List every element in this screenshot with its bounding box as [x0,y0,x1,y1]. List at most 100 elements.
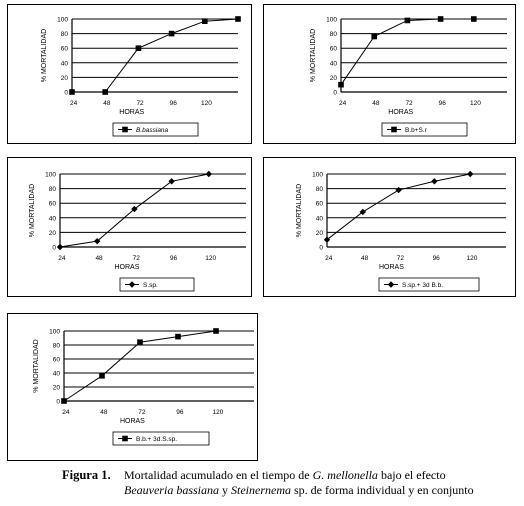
y-axis-label: % MORTALIDAD [41,29,48,82]
y-tick-label: 40 [53,371,61,378]
x-tick-label: 48 [95,255,103,262]
y-tick-label: 100 [312,172,323,179]
x-tick-label: 48 [100,409,108,416]
x-tick-label: 24 [70,100,78,107]
x-tick-label: 24 [325,255,333,262]
chart-3: 0 20 40 60 80 100 24 48 72 96 120 HORAS % MORTALIDAD… [29,170,246,292]
x-tick-label: 72 [136,100,144,107]
y-tick-label: 80 [330,31,338,38]
y-tick-label: 80 [61,31,69,38]
series-line [72,18,239,93]
legend-label: S.sp.+ 3d B.b. [402,282,443,289]
legend-marker [122,435,128,442]
series-line [326,173,471,241]
y-axis-label: % MORTALIDAD [33,339,40,392]
legend-box [112,431,210,446]
chart-5: 0 20 40 60 80 100 24 48 72 96 120 HORAS % MORTALIDAD… [33,328,254,446]
x-tick-label: 72 [397,255,405,262]
y-tick-label: 20 [61,75,69,82]
legend-box [381,122,468,137]
x-tick-label: 120 [201,100,212,107]
data-point [338,81,344,88]
x-tick-label: 120 [205,255,216,262]
x-tick-label: 24 [62,409,70,416]
y-tick-label: 20 [316,230,324,237]
data-point [323,236,331,243]
data-point [102,89,108,95]
legend-box [378,277,480,292]
y-tick-label: 40 [330,60,338,67]
data-point [94,237,101,245]
legend-box [112,122,199,137]
x-tick-label: 120 [470,100,481,107]
caption-line-2: Beauveria bassiana y Steinernema sp. de … [124,483,504,498]
x-tick-label: 48 [103,100,111,107]
data-point [69,89,75,95]
data-point [404,17,411,24]
y-tick-label: 100 [49,329,60,336]
x-axis-label: HORAS [120,418,145,425]
y-tick-label: 40 [49,215,57,222]
y-tick-label: 0 [333,90,337,97]
legend-label: S.sp. [143,282,158,289]
legend-box [119,277,195,292]
data-point [168,30,175,37]
chart-panel-2: 0 20 40 60 80 100 24 48 72 96 120 HORAS % MORTALIDAD… [263,4,516,144]
y-tick-label: 60 [330,46,338,53]
y-tick-label: 100 [326,17,337,24]
data-point [395,186,402,194]
y-axis-label: % MORTALIDAD [29,184,36,237]
y-tick-label: 60 [61,46,69,53]
data-point [56,243,64,251]
data-point [371,33,377,40]
y-tick-label: 80 [316,186,324,193]
x-axis-label: HORAS [115,264,140,271]
legend-marker [387,281,395,288]
y-tick-label: 40 [61,60,69,67]
chart-panel-3: 0 20 40 60 80 100 24 48 72 96 120 HORAS % MORTALIDAD… [7,157,252,297]
chart-panel-1: 0 20 40 60 80 100 24 48 72 96 120 HORAS % MORTALIDAD… [7,4,252,144]
y-tick-label: 0 [64,90,68,97]
x-tick-label: 48 [361,255,369,262]
y-tick-label: 100 [57,17,68,24]
y-axis-label: % MORTALIDAD [310,29,317,82]
data-point [471,16,477,22]
data-point [168,178,175,185]
x-tick-label: 48 [372,100,380,107]
data-point [467,170,474,178]
chart-panel-4: 0 20 40 60 80 100 24 48 72 96 120 HORAS % MORTALIDAD… [263,157,516,297]
x-tick-label: 96 [176,409,184,416]
caption-line-1: Mortalidad acumulado en el tiempo de G. … [124,468,504,483]
data-point [235,16,241,22]
caption-line-1-text: Mortalidad acumulado en el tiempo de G. … [124,468,446,482]
y-tick-label: 80 [49,186,57,193]
x-tick-label: 72 [138,409,146,416]
data-point [131,205,138,213]
data-point [99,373,105,379]
y-tick-label: 40 [316,215,324,222]
caption-line-2-text: Beauveria bassiana y Steinernema sp. de … [124,483,474,497]
x-tick-label: 24 [58,255,66,262]
x-axis-label: HORAS [388,109,413,116]
legend-marker [128,281,136,288]
y-tick-label: 0 [319,245,323,252]
series-line [340,18,474,85]
y-tick-label: 20 [330,75,338,82]
data-point [431,178,438,185]
chart-1: 0 20 40 60 80 100 24 48 72 96 120 HORAS % MORTALIDAD… [41,16,241,137]
y-tick-label: 100 [45,172,56,179]
y-tick-label: 0 [56,399,60,406]
x-tick-label: 96 [439,100,447,107]
x-tick-label: 96 [170,100,178,107]
data-point [175,333,181,340]
y-tick-label: 60 [316,201,324,208]
data-point [205,170,212,178]
figure-caption-text: Mortalidad acumulado en el tiempo de G. … [124,468,504,498]
chart-4: 0 20 40 60 80 100 24 48 72 96 120 HORAS % MORTALIDAD… [296,170,506,292]
chart-2: 0 20 40 60 80 100 24 48 72 96 120 HORAS % MORTALIDAD… [310,16,507,137]
x-tick-label: 72 [133,255,141,262]
data-point [137,339,143,345]
y-tick-label: 20 [49,230,57,237]
data-point [61,398,67,404]
legend-label: B.bassiana [136,127,169,134]
